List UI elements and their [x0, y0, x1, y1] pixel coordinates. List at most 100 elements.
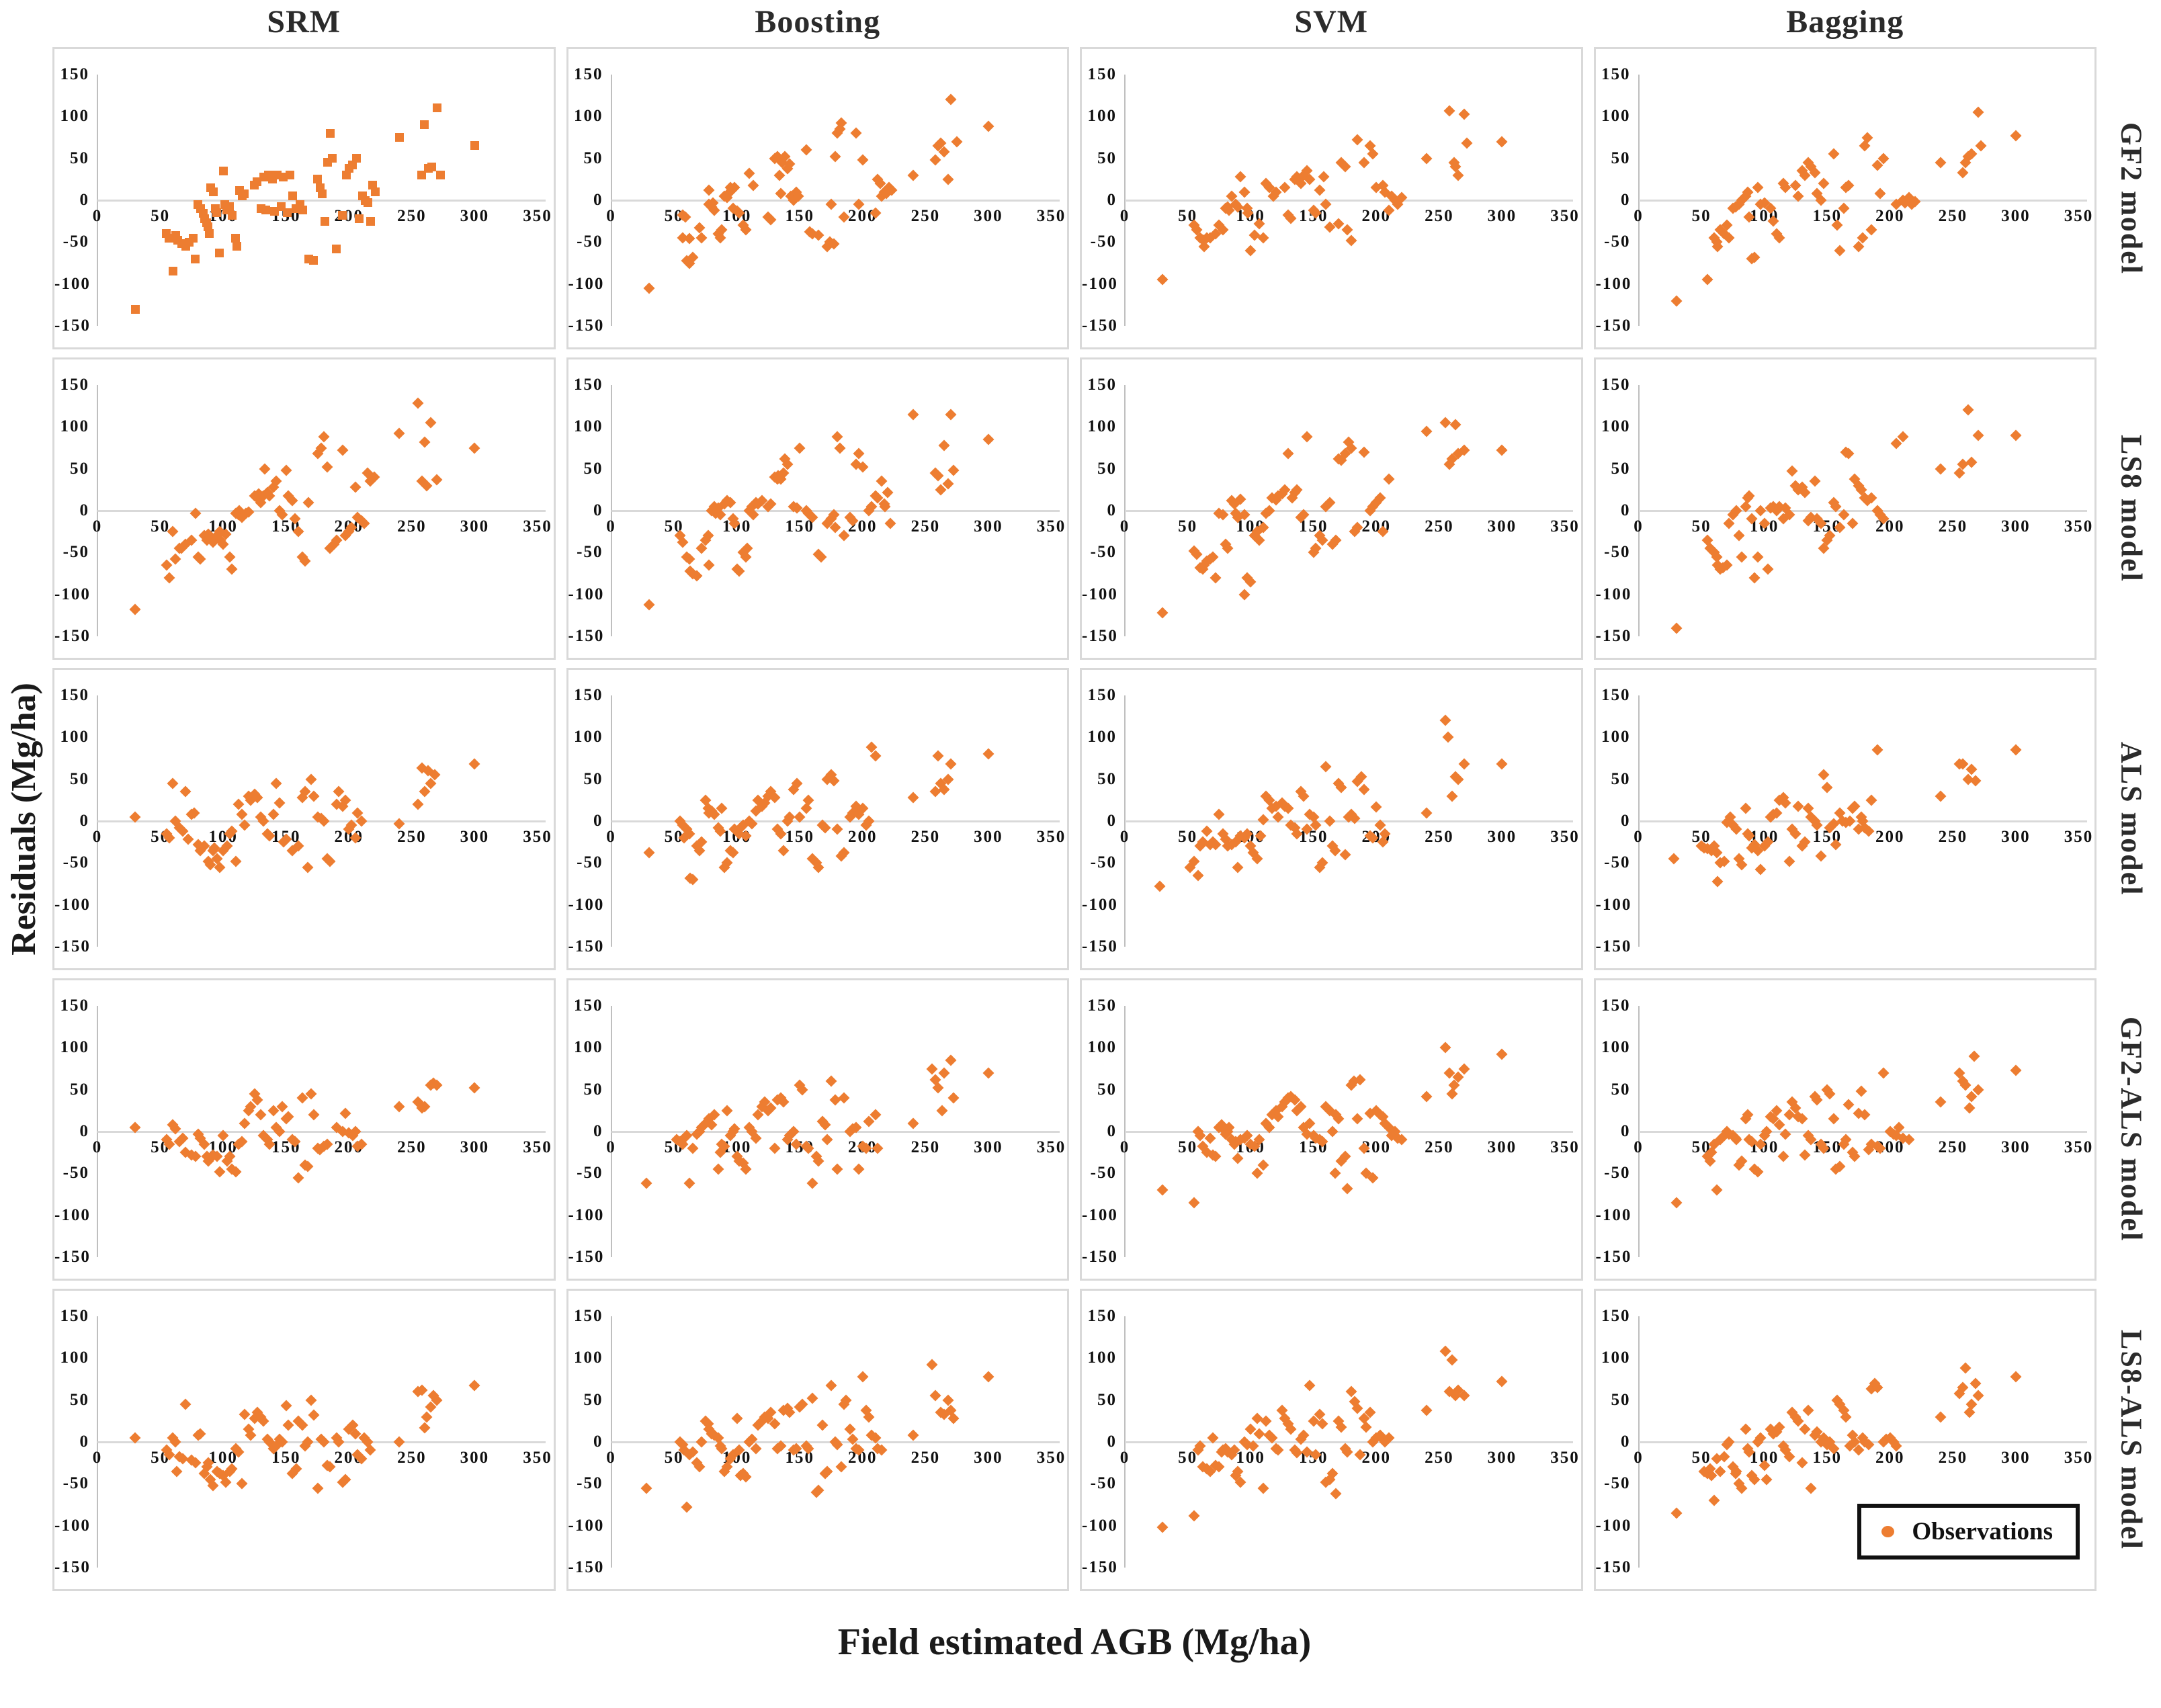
- zero-gridline: [611, 820, 1060, 822]
- x-tick-label: 50: [664, 517, 684, 536]
- x-tick-label: 150: [1298, 517, 1328, 536]
- x-tick-label: 0: [606, 1138, 616, 1156]
- y-tick-label: 150: [574, 1307, 603, 1325]
- data-point-marker: [1439, 417, 1451, 429]
- y-tick-label: 100: [1601, 107, 1631, 126]
- x-tick-label: 300: [460, 1138, 490, 1156]
- data-point-marker: [982, 1067, 994, 1079]
- y-tick-label: -50: [577, 853, 603, 872]
- data-point-marker: [1809, 475, 1820, 487]
- data-point-marker: [1708, 1494, 1720, 1506]
- data-point-marker: [236, 808, 248, 820]
- data-point-marker: [427, 162, 437, 171]
- data-point-marker: [1234, 171, 1246, 183]
- data-point-marker: [829, 1094, 841, 1106]
- x-tick-label: 0: [1119, 517, 1130, 536]
- data-point-marker: [942, 1394, 954, 1406]
- y-tick-label: 100: [574, 107, 603, 126]
- y-tick-label: -100: [1082, 1205, 1118, 1224]
- y-tick-label: 0: [593, 812, 603, 830]
- data-point-marker: [1213, 808, 1225, 820]
- y-tick-label: 50: [1611, 769, 1631, 788]
- data-point-marker: [212, 208, 222, 218]
- row-label-text: LS8 model: [2115, 435, 2148, 583]
- data-point-marker: [942, 173, 954, 185]
- data-point-marker: [1786, 465, 1798, 477]
- data-point-marker: [259, 463, 271, 475]
- y-tick-label: -150: [1595, 1558, 1632, 1576]
- data-point-marker: [1257, 814, 1269, 825]
- y-tick-label: 100: [574, 417, 603, 436]
- y-tick-label: 100: [60, 728, 89, 746]
- data-point-marker: [1855, 1085, 1867, 1097]
- data-point-marker: [1188, 1510, 1200, 1522]
- data-point-marker: [640, 1482, 652, 1494]
- data-point-marker: [1834, 245, 1846, 257]
- data-point-marker: [236, 1478, 248, 1490]
- data-point-marker: [853, 1163, 865, 1175]
- data-point-marker: [1192, 869, 1204, 882]
- data-point-marker: [1799, 1423, 1811, 1435]
- data-point-marker: [1210, 572, 1222, 584]
- data-point-marker: [947, 1092, 960, 1104]
- y-tick-label: 50: [1097, 1390, 1117, 1409]
- x-tick-label: 200: [848, 828, 878, 846]
- data-point-marker: [1754, 505, 1767, 517]
- data-point-marker: [419, 436, 431, 448]
- y-tick-label: 50: [1611, 148, 1631, 167]
- y-tick-label: -150: [568, 1558, 605, 1576]
- data-point-marker: [328, 154, 337, 163]
- y-tick-label: 100: [574, 728, 603, 746]
- data-point-marker: [1370, 801, 1382, 813]
- y-tick-label: 50: [1611, 1390, 1631, 1409]
- data-point-marker: [982, 433, 994, 445]
- zero-gridline: [1638, 1131, 2087, 1133]
- y-tick-label: 0: [1621, 1433, 1631, 1451]
- zero-gridline: [97, 510, 546, 512]
- data-point-marker: [1965, 456, 1978, 468]
- x-tick-label: 350: [2064, 828, 2094, 846]
- data-point-marker: [1805, 1482, 1817, 1494]
- data-point-marker: [302, 497, 314, 509]
- data-point-marker: [982, 1371, 994, 1383]
- spacer: [2102, 0, 2161, 43]
- x-axis-title: Field estimated AGB (Mg/ha): [47, 1595, 2102, 1708]
- zero-gridline: [1125, 510, 1573, 512]
- y-axis-title-text: Residuals (Mg/ha): [4, 683, 43, 955]
- data-point-marker: [853, 447, 865, 460]
- data-point-marker: [1670, 622, 1683, 634]
- x-tick-label: 350: [523, 1449, 552, 1467]
- data-point-marker: [1421, 1091, 1433, 1103]
- data-point-marker: [468, 758, 480, 770]
- row-label-text: LS8-ALS model: [2115, 1330, 2148, 1550]
- data-point-marker: [368, 181, 378, 190]
- data-point-marker: [1251, 1412, 1263, 1424]
- x-tick-label: 250: [1425, 207, 1454, 225]
- data-point-marker: [681, 1501, 693, 1513]
- x-tick-label: 0: [606, 207, 616, 225]
- x-tick-label: 250: [1425, 1138, 1454, 1156]
- data-point-marker: [1752, 551, 1764, 563]
- data-point-marker: [1754, 863, 1767, 876]
- x-tick-label: 300: [974, 828, 1003, 846]
- y-tick-label: 0: [79, 812, 89, 830]
- data-point-marker: [703, 559, 715, 571]
- data-point-marker: [1446, 1354, 1458, 1366]
- x-tick-label: 300: [460, 207, 490, 225]
- y-tick-label: 50: [70, 1080, 89, 1099]
- y-tick-label: 50: [1097, 769, 1117, 788]
- row-label-gf2: GF2 model: [2102, 43, 2161, 353]
- data-point-marker: [179, 785, 192, 798]
- data-point-marker: [1871, 744, 1883, 756]
- y-tick-label: 0: [593, 1122, 603, 1140]
- y-tick-label: 150: [60, 1307, 89, 1325]
- x-tick-label: 250: [1938, 1449, 1968, 1467]
- x-tick-label: 350: [2064, 517, 2094, 536]
- data-point-marker: [267, 808, 280, 820]
- data-point-marker: [312, 1482, 323, 1494]
- data-point-marker: [188, 233, 198, 243]
- y-tick-label: 100: [1601, 417, 1631, 436]
- data-point-marker: [225, 202, 234, 212]
- data-point-marker: [218, 166, 228, 175]
- data-point-marker: [280, 464, 292, 476]
